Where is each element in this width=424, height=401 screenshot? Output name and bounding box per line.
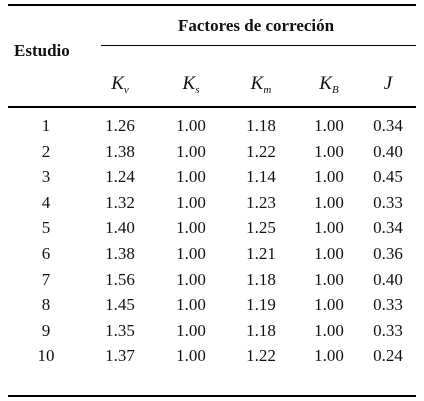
value-cell: 0.34 [373, 218, 403, 238]
value-cell: 1.21 [246, 244, 276, 263]
header-bottom-rule [8, 106, 416, 108]
value-cell: 1.00 [176, 192, 206, 212]
table-top-rule [8, 4, 416, 6]
value-cell: 1.00 [314, 295, 344, 315]
value-cell: 1.00 [314, 167, 344, 187]
value-cell: 1.18 [246, 320, 276, 340]
value-cell: 1.00 [314, 244, 344, 263]
estudio-cell: 3 [41, 167, 51, 187]
value-cell: 1.38 [105, 244, 135, 263]
value-cell: 0.36 [373, 244, 403, 263]
value-cell: 1.14 [246, 167, 276, 187]
value-cell: 1.00 [314, 269, 344, 289]
estudio-cell: 1 [41, 116, 51, 135]
value-cell: 1.00 [314, 346, 344, 366]
column-header-kb: KB [319, 73, 339, 96]
table-bottom-rule [8, 395, 416, 397]
estudio-cell: 7 [41, 269, 51, 289]
value-cell: 1.24 [105, 167, 135, 187]
value-cell: 0.24 [373, 346, 403, 366]
value-cell: 0.33 [373, 192, 403, 212]
value-cell: 1.56 [105, 269, 135, 289]
estudio-cell: 2 [41, 141, 51, 161]
value-cell: 1.32 [105, 192, 135, 212]
stub-header: Estudio [14, 41, 70, 60]
value-cell: 1.00 [176, 320, 206, 340]
value-cell: 1.26 [105, 116, 135, 135]
value-cell: 1.37 [105, 346, 135, 366]
column-header-kv: Kv [111, 73, 129, 96]
value-cell: 0.34 [373, 116, 403, 135]
value-cell: 1.18 [246, 116, 276, 135]
value-cell: 1.25 [246, 218, 276, 238]
value-cell: 1.00 [314, 320, 344, 340]
value-cell: 1.00 [176, 295, 206, 315]
value-cell: 1.00 [176, 116, 206, 135]
column-header-ks: Ks [182, 73, 200, 96]
value-cell: 1.38 [105, 141, 135, 161]
value-cell: 1.00 [314, 192, 344, 212]
value-cell: 1.00 [176, 346, 206, 366]
value-cell: 1.40 [105, 218, 135, 238]
estudio-cell: 5 [41, 218, 51, 238]
value-cell: 1.00 [314, 116, 344, 135]
value-cell: 0.40 [373, 269, 403, 289]
value-cell: 1.00 [176, 141, 206, 161]
value-cell: 1.00 [176, 244, 206, 263]
value-cell: 1.35 [105, 320, 135, 340]
value-cell: 1.22 [246, 346, 276, 366]
group-header: Factores de correción [178, 16, 335, 35]
value-cell: 1.00 [176, 167, 206, 187]
estudio-cell: 9 [41, 320, 51, 340]
value-cell: 0.45 [373, 167, 403, 187]
value-cell: 0.33 [373, 320, 403, 340]
value-cell: 1.00 [176, 269, 206, 289]
column-header-j: J [383, 73, 393, 94]
value-cell: 0.40 [373, 141, 403, 161]
estudio-cell: 10 [37, 346, 55, 366]
value-cell: 0.33 [373, 295, 403, 315]
group-header-rule [101, 45, 416, 46]
column-header-km: Km [250, 73, 272, 96]
value-cell: 1.00 [176, 218, 206, 238]
estudio-cell: 8 [41, 295, 51, 315]
value-cell: 1.00 [314, 141, 344, 161]
estudio-cell: 6 [41, 244, 51, 263]
estudio-cell: 4 [41, 192, 51, 212]
value-cell: 1.23 [246, 192, 276, 212]
value-cell: 1.45 [105, 295, 135, 315]
value-cell: 1.00 [314, 218, 344, 238]
value-cell: 1.19 [246, 295, 276, 315]
value-cell: 1.18 [246, 269, 276, 289]
value-cell: 1.22 [246, 141, 276, 161]
